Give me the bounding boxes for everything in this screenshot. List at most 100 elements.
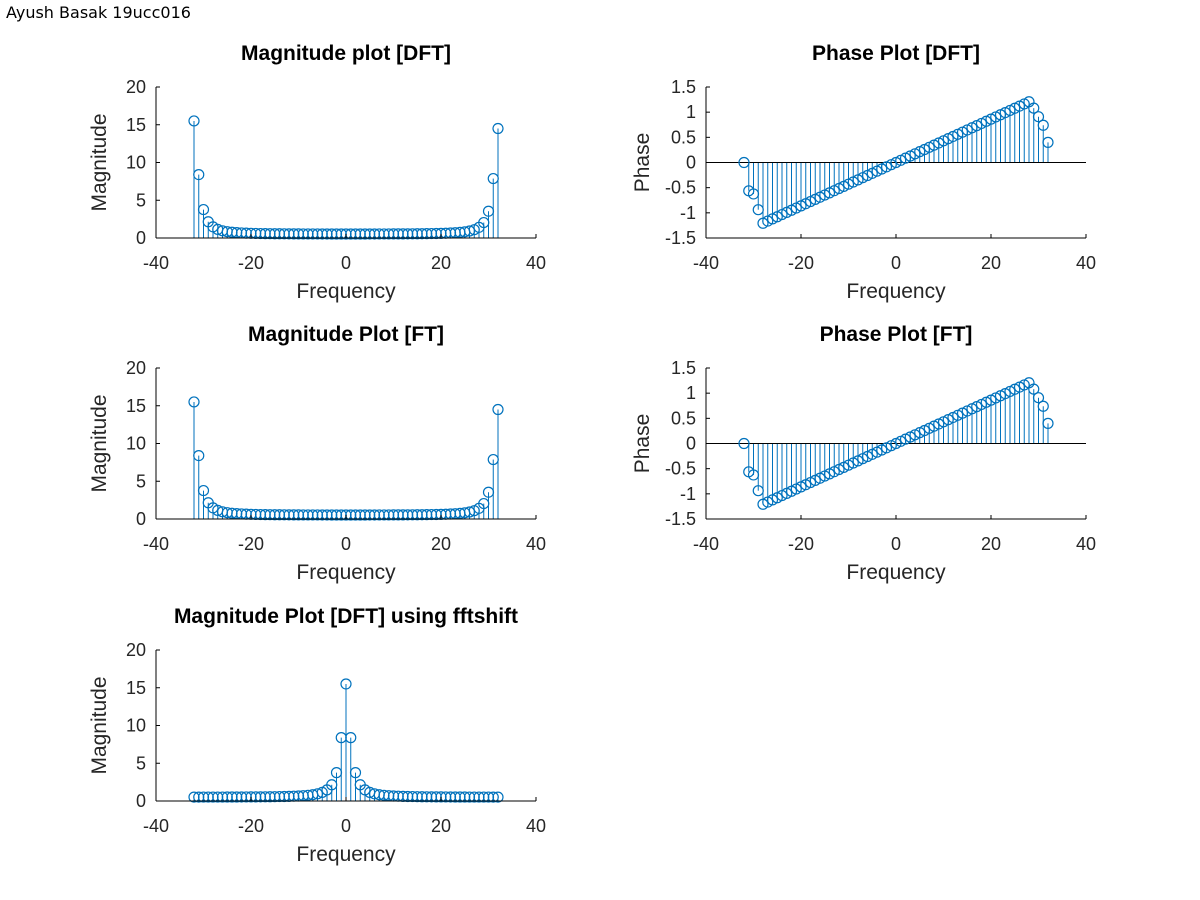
x-tick-label: 20 [431,534,451,554]
stem-marker [188,396,200,408]
stem-marker [747,188,760,200]
x-tick-label: 40 [1076,253,1096,273]
y-tick-label: 1.5 [671,358,696,378]
y-tick-label: 15 [126,678,146,698]
stem-marker [1032,111,1045,123]
x-tick-label: 0 [341,253,351,273]
x-tick-label: -20 [788,253,814,273]
y-tick-label: 1 [686,102,696,122]
x-tick-label: 40 [526,816,546,836]
stem-marker [1037,400,1049,412]
plot-title: Magnitude Plot [FT] [248,323,444,346]
stem-marker [340,678,352,690]
y-tick-label: -1 [680,203,696,223]
window-title: Ayush Basak 19ucc016 [6,3,191,22]
stem-marker [1042,136,1054,148]
subplot-4: Phase Plot [FT] -40 -20 0 20 40 -1.5 -1 -0.5 0 0.5… [631,323,1096,584]
x-tick-label: 0 [891,253,901,273]
x-axis-label: Frequency [296,280,396,303]
stem-marker [752,204,764,216]
y-tick-label: 1.5 [671,77,696,97]
y-axis-label: Magnitude [88,113,111,211]
plot-title: Phase Plot [FT] [820,323,973,346]
stem-marker [349,767,362,779]
y-tick-label: 10 [126,434,146,454]
stem-marker [1028,383,1040,395]
y-tick-label: -1.5 [665,228,696,248]
y-tick-label: -1.5 [665,509,696,529]
stem-marker [193,449,205,462]
stem-marker [463,506,476,518]
plot-title: Phase Plot [DFT] [812,42,980,65]
stem-marker [482,205,495,217]
y-axis-label: Magnitude [88,676,111,774]
x-tick-label: 20 [981,534,1001,554]
y-tick-label: 0.5 [671,408,696,428]
y-tick-label: 20 [126,77,146,97]
x-tick-label: 40 [526,534,546,554]
stem-marker [738,156,750,169]
x-tick-label: -20 [238,816,264,836]
subplot-1: Magnitude plot [DFT] -40 -20 0 20 40 0 5 10 15 20 F… [88,42,546,303]
stem-marker [345,732,357,744]
subplot-3: Magnitude Plot [FT] -40 -20 0 20 40 0 5 10 15 20 Fr… [88,323,546,584]
y-tick-label: 0 [686,153,696,173]
y-tick-label: 0 [136,509,146,529]
stem-marker [193,168,205,181]
x-axis-label: Frequency [846,280,946,303]
y-tick-label: 20 [126,640,146,660]
x-tick-label: 0 [341,816,351,836]
y-tick-label: 0 [136,228,146,248]
plot-title: Magnitude plot [DFT] [241,42,451,65]
stem-marker [197,203,210,216]
stem-marker [330,767,343,779]
y-axis-label: Phase [631,414,654,474]
x-tick-label: -40 [143,253,169,273]
y-tick-label: 0.5 [671,127,696,147]
y-axis-label: Magnitude [88,394,111,492]
x-tick-label: -40 [693,253,719,273]
stem-marker [747,469,760,481]
stem-marker [487,172,499,185]
y-tick-label: 1 [686,383,696,403]
x-tick-label: 0 [341,534,351,554]
x-tick-label: 20 [431,253,451,273]
stem-marker [478,216,490,229]
stem-marker [1032,392,1045,404]
x-tick-label: -20 [238,534,264,554]
y-tick-label: -0.5 [665,178,696,198]
y-tick-label: 20 [126,358,146,378]
stem-marker [311,788,324,800]
x-tick-label: -40 [143,534,169,554]
x-axis-label: Frequency [296,561,396,584]
subplot-2: Phase Plot [DFT] -40 -20 0 20 40 -1.5 -1 -0.5 0 0.… [631,42,1096,303]
y-tick-label: 0 [686,434,696,454]
y-tick-label: 15 [126,396,146,416]
x-tick-label: 20 [981,253,1001,273]
x-tick-label: 0 [891,534,901,554]
stem-marker [487,791,499,803]
stem-marker [482,486,495,498]
y-tick-label: -0.5 [665,459,696,479]
stem-marker [492,122,504,135]
x-tick-label: -20 [788,534,814,554]
stem-marker [197,484,210,497]
y-tick-label: 5 [136,471,146,491]
stem-marker [188,115,200,127]
x-tick-label: 40 [526,253,546,273]
y-tick-label: 10 [126,153,146,173]
x-tick-label: -40 [693,534,719,554]
y-tick-label: -1 [680,484,696,504]
x-tick-label: 20 [431,816,451,836]
stem-marker [487,453,499,466]
x-tick-label: -20 [238,253,264,273]
stem-marker [1028,102,1040,114]
x-axis-label: Frequency [846,561,946,584]
stem-marker [1037,119,1049,131]
stem-marker [326,779,338,791]
y-axis-label: Phase [631,133,654,193]
stem-marker [463,225,476,237]
plot-title: Magnitude Plot [DFT] using fftshift [174,605,518,628]
stem-marker [478,497,490,510]
